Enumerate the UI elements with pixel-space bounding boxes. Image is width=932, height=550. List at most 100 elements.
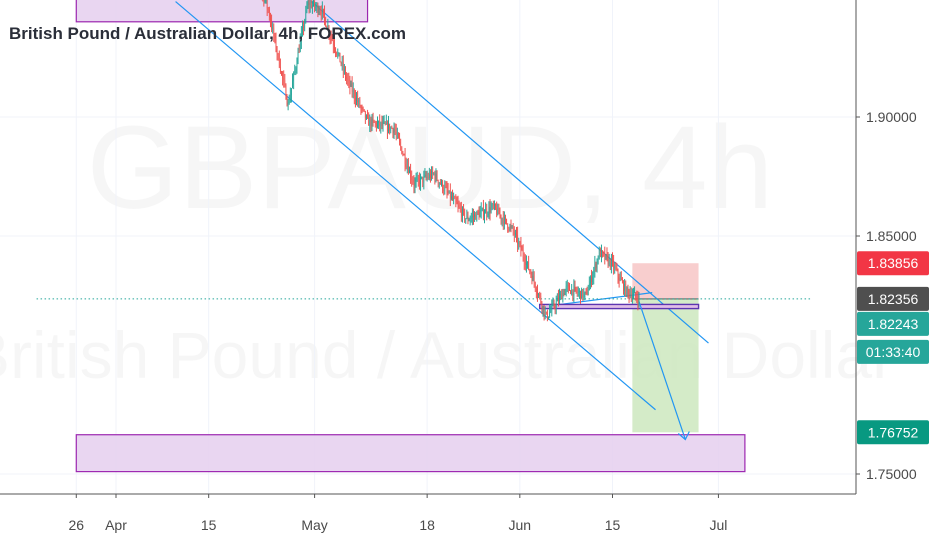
risk-area[interactable]	[632, 263, 699, 299]
candle-body	[483, 208, 484, 217]
price-badge-entry	[857, 286, 929, 311]
candle-body	[622, 280, 623, 282]
candle-body	[369, 119, 371, 126]
candle-body	[462, 208, 463, 217]
y-tick-label: 1.85000	[866, 228, 917, 244]
candle-body	[584, 291, 586, 294]
neckline-box[interactable]	[538, 303, 700, 310]
candle-body	[442, 181, 443, 190]
candle-body	[594, 263, 596, 271]
candle-body	[601, 250, 602, 257]
candle-body	[572, 289, 574, 296]
price-badge-take-profit	[857, 420, 929, 445]
candle-body	[315, 6, 317, 8]
candle-body	[296, 63, 298, 68]
candle-body	[350, 83, 352, 87]
reward-area[interactable]	[632, 298, 699, 433]
trendlines[interactable]	[36, 0, 812, 441]
candle-body	[426, 176, 428, 178]
candle-body	[419, 179, 420, 185]
candle-body	[583, 293, 585, 298]
candle-body	[627, 287, 629, 291]
channel-lower-line[interactable]	[175, 1, 656, 411]
candle-body	[592, 276, 593, 283]
candle-body	[376, 122, 377, 127]
candle-body	[544, 312, 546, 315]
candle-body	[450, 190, 451, 199]
candle-body	[434, 173, 436, 180]
candle-body	[548, 316, 549, 319]
candle-body	[464, 210, 465, 220]
candle-body	[275, 37, 277, 50]
price-badge-stop-loss	[857, 251, 929, 276]
candle-body	[547, 312, 548, 319]
candle-body	[435, 173, 437, 180]
candle-body	[404, 154, 406, 165]
candle-body	[506, 218, 507, 224]
countdown-badge	[857, 339, 929, 364]
candle-body	[472, 215, 473, 218]
candle-body	[479, 212, 481, 218]
candle-body	[542, 305, 544, 309]
candle-body	[590, 277, 591, 285]
candle-body	[308, 0, 310, 6]
candle-body	[458, 205, 460, 208]
candle-body	[497, 208, 499, 215]
projection-arrow[interactable]	[638, 301, 686, 440]
candle-body	[291, 88, 292, 95]
candle-body	[348, 79, 350, 81]
candle-body	[581, 289, 582, 299]
candle-body	[451, 196, 452, 199]
candle-body	[277, 53, 279, 55]
candle-body	[382, 122, 384, 126]
candle-body	[519, 242, 521, 244]
candle-body	[414, 181, 416, 186]
candle-body	[301, 33, 302, 41]
candle-body	[274, 36, 276, 38]
candle-body	[380, 122, 382, 126]
candle-body	[356, 97, 357, 101]
candle-body	[638, 296, 640, 303]
candle-body	[570, 290, 571, 294]
candle-body	[397, 133, 398, 135]
candle-body	[533, 275, 535, 283]
candle-body	[628, 290, 630, 297]
candle-body	[563, 292, 565, 295]
candle-body	[394, 129, 396, 132]
support-zone[interactable]	[75, 434, 746, 473]
candle-body	[589, 284, 590, 291]
candle-body	[406, 166, 408, 168]
candle-body	[512, 226, 514, 231]
chart-title: British Pound / Australian Dollar, 4h, F…	[9, 24, 406, 43]
candle-body	[495, 204, 496, 209]
candle-body	[264, 0, 266, 2]
candle-body	[623, 281, 624, 291]
candle-body	[634, 292, 635, 294]
short-position-tool[interactable]	[632, 263, 699, 433]
candle-body	[591, 277, 592, 283]
candle-body	[433, 173, 435, 175]
candle-body	[313, 1, 314, 6]
candle-body	[443, 189, 444, 191]
candle-body	[366, 115, 367, 119]
resistance-zone[interactable]	[75, 0, 369, 23]
candle-body	[555, 301, 557, 308]
candle-body	[410, 170, 411, 178]
price-badge-label: 1.83856	[868, 255, 919, 271]
candle-body	[517, 234, 518, 245]
candle-body	[299, 40, 301, 52]
candle-body	[624, 283, 625, 291]
candle-body	[452, 196, 453, 200]
candle-body	[423, 175, 425, 183]
candle-body	[430, 174, 431, 179]
candle-body	[500, 214, 502, 220]
candle-body	[522, 250, 524, 257]
candle-body	[266, 0, 268, 9]
channel-upper-line[interactable]	[310, 1, 709, 344]
candle-body	[314, 1, 315, 7]
candle-body	[553, 303, 555, 307]
candle-body	[335, 48, 336, 53]
candle-body	[295, 67, 297, 71]
candle-body	[498, 208, 500, 215]
